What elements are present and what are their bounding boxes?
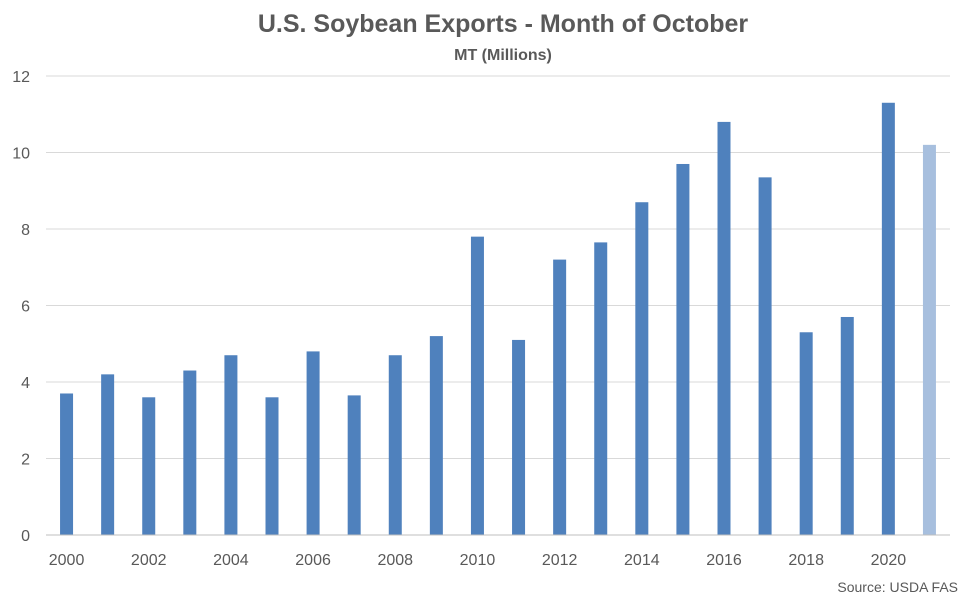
x-tick-label: 2006 bbox=[295, 552, 331, 569]
bar-2002 bbox=[142, 397, 156, 535]
bar-2009 bbox=[429, 336, 443, 535]
x-tick-label: 2012 bbox=[542, 552, 578, 569]
gridlines bbox=[46, 75, 950, 459]
chart-subtitle: MT (Millions) bbox=[454, 47, 552, 64]
bar-2004 bbox=[224, 355, 238, 535]
bar-2020 bbox=[881, 102, 895, 536]
y-tick-label: 2 bbox=[21, 452, 30, 469]
bar-2000 bbox=[60, 393, 74, 535]
bar-2007 bbox=[347, 395, 361, 535]
bar-2010 bbox=[470, 236, 484, 535]
bar-2011 bbox=[512, 339, 526, 535]
x-tick-label: 2010 bbox=[460, 552, 496, 569]
y-tick-label: 4 bbox=[21, 375, 30, 392]
x-axis-ticks: 2000 2002 2004 2006 2008 2010 2012 2014 2016 2018… bbox=[49, 552, 907, 569]
bar-2016 bbox=[717, 121, 731, 536]
x-tick-label: 2020 bbox=[871, 552, 907, 569]
x-tick-label: 2008 bbox=[377, 552, 413, 569]
x-tick-label: 2000 bbox=[49, 552, 85, 569]
bar-2001 bbox=[101, 374, 115, 535]
y-tick-label: 6 bbox=[21, 299, 30, 316]
chart-title: U.S. Soybean Exports - Month of October bbox=[258, 10, 749, 38]
bar-2014 bbox=[635, 202, 649, 536]
bar-2019 bbox=[840, 316, 854, 535]
y-tick-label: 12 bbox=[12, 69, 30, 86]
bar-2018 bbox=[799, 332, 813, 535]
y-tick-label: 10 bbox=[12, 146, 30, 163]
y-tick-label: 0 bbox=[21, 528, 30, 545]
y-tick-label: 8 bbox=[21, 222, 30, 239]
bar-2003 bbox=[183, 370, 197, 535]
bar-2015 bbox=[676, 163, 690, 536]
bar-2006 bbox=[306, 351, 320, 535]
x-tick-label: 2004 bbox=[213, 552, 249, 569]
bar-2005 bbox=[265, 397, 279, 535]
bar-2017 bbox=[758, 177, 772, 536]
y-axis-ticks: 0 2 4 6 8 10 12 bbox=[12, 69, 30, 545]
bar-2021 bbox=[922, 144, 936, 535]
x-tick-label: 2002 bbox=[131, 552, 167, 569]
x-tick-label: 2018 bbox=[788, 552, 824, 569]
bars bbox=[60, 102, 936, 536]
bar-2013 bbox=[594, 242, 608, 535]
source-note: Source: USDA FAS bbox=[837, 579, 958, 595]
bar-2008 bbox=[388, 355, 402, 535]
x-tick-label: 2014 bbox=[624, 552, 660, 569]
x-tick-label: 2016 bbox=[706, 552, 742, 569]
bar-2012 bbox=[553, 259, 567, 535]
